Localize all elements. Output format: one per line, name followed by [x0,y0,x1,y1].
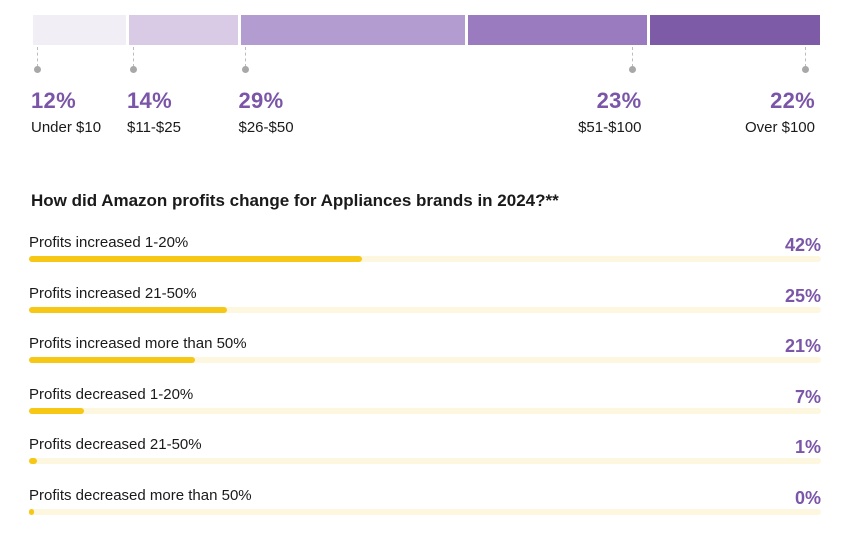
profit-bar [29,256,362,262]
profit-row-label: Profits decreased 21-50% [29,436,202,453]
price-range-stacked-bar: 12% Under $10 14% $11-$25 29% $26-$50 23% $51-$… [0,0,850,150]
price-category: Under $10 [31,119,102,136]
price-segment-51-100 [468,15,647,45]
profit-row-value: 7% [794,386,821,407]
profit-row-label: Profits increased 21-50% [29,284,197,302]
profit-row-value: 1% [794,437,821,457]
price-label-26-50: 29% $26-$50 [239,88,294,138]
price-percent: 14% [127,88,172,113]
profit-bar-track [29,407,821,414]
profit-bar [29,306,227,313]
price-marker-dot [241,66,249,73]
profit-row: Profits increased 21-50% 25% [29,285,821,325]
price-segment-11-25 [129,15,238,45]
price-label-under-10: 12% Under $10 [31,88,101,138]
profit-row: Profits increased 1-20% 42% [29,234,821,274]
profit-bar-track [29,357,821,363]
profit-chart-title: How did Amazon profits change for Applia… [31,191,559,210]
profit-bar [29,357,196,363]
price-category: $26-$50 [238,119,294,136]
profit-row-label: Profits decreased 1-20% [29,385,194,403]
price-marker-dot [34,66,41,73]
price-marker-line [805,47,806,67]
profit-bar-track [29,508,821,515]
price-percent: 23% [596,88,642,113]
profit-bar-track [29,256,821,262]
price-label-over-100: 22% Over $100 [745,88,815,138]
profit-row-label: Profits decreased more than 50% [29,486,252,504]
price-category: $11-$25 [127,119,181,136]
price-marker-line [244,47,246,67]
price-category: Over $100 [744,119,815,136]
price-percent: 29% [238,88,284,113]
profit-row: Profits decreased more than 50% 0% [29,487,821,527]
price-percent: 22% [770,88,815,113]
profit-bar [29,458,37,464]
profit-bar-track [29,458,821,464]
price-segment-under-10 [33,15,126,45]
price-marker-dot [628,66,636,73]
price-marker-line [631,47,633,67]
profit-row-value: 21% [784,336,821,356]
price-marker-dot [130,66,137,73]
profit-row: Profits decreased 1-20% 7% [29,386,821,426]
price-label-51-100: 23% $51-$100 [578,88,641,138]
price-segment-26-50 [240,15,466,45]
profit-row: Profits decreased 21-50% 1% [29,436,821,476]
profit-row-label: Profits increased more than 50% [29,335,247,352]
profit-bar [29,407,85,414]
price-marker-line [133,47,134,67]
price-segment-over-100 [649,15,820,45]
price-marker-line [37,47,38,67]
profit-row-value: 25% [784,285,821,306]
profit-row: Profits increased more than 50% 21% [29,335,821,375]
price-label-11-25: 14% $11-$25 [127,88,181,138]
profit-row-value: 0% [794,487,821,508]
profit-bar-track [29,306,821,313]
price-marker-dot [802,66,809,73]
price-category: $51-$100 [578,119,642,136]
profit-bar [29,508,34,515]
price-percent: 12% [31,88,76,113]
profit-row-value: 42% [784,235,821,255]
profit-row-label: Profits increased 1-20% [29,234,189,251]
